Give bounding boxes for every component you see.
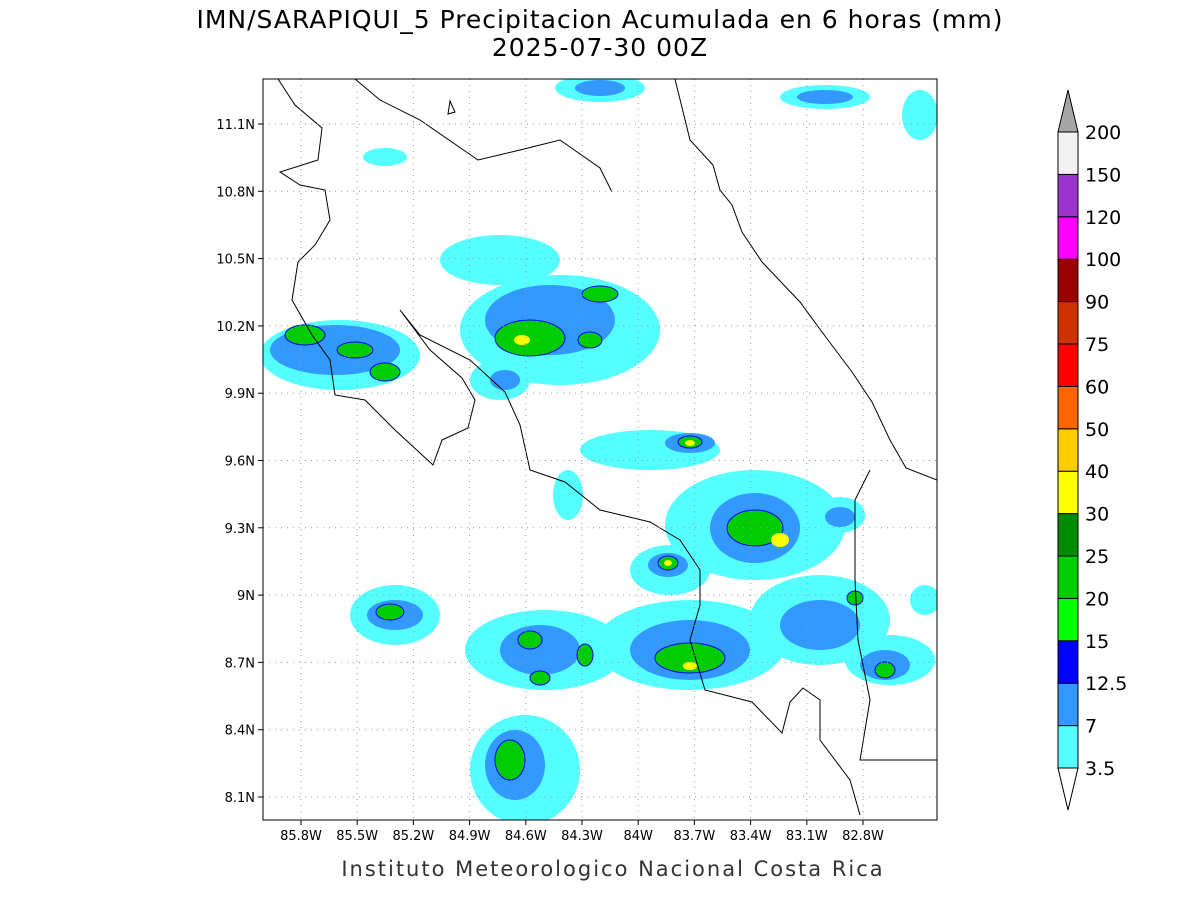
colorbar-label: 3.5 bbox=[1085, 758, 1115, 780]
colorbar-box bbox=[1057, 385, 1079, 430]
colorbar-over bbox=[1057, 89, 1079, 133]
colorbar-label: 150 bbox=[1085, 164, 1121, 186]
lat-tick-label: 9.6N bbox=[225, 455, 255, 470]
lon-tick-label: 84.9W bbox=[449, 829, 491, 844]
colorbar-box bbox=[1057, 555, 1079, 599]
lon-tick-label: 85.2W bbox=[392, 829, 434, 844]
colorbar-label: 25 bbox=[1085, 546, 1109, 568]
lon-tick-label: 85.5W bbox=[336, 829, 378, 844]
colorbar-box bbox=[1057, 682, 1079, 727]
lat-tick-label: 8.7N bbox=[225, 656, 255, 671]
colorbar-label: 20 bbox=[1085, 588, 1109, 610]
colorbar-box bbox=[1057, 301, 1079, 345]
lon-tick-label: 82.8W bbox=[842, 829, 884, 844]
lon-tick-label: 83.1W bbox=[786, 829, 828, 844]
colorbar-under bbox=[1057, 767, 1079, 811]
colorbar-box bbox=[1057, 725, 1079, 769]
title: IMN/SARAPIQUI_5 Precipitacion Acumulada … bbox=[196, 5, 1003, 34]
lon-tick-label: 84.3W bbox=[561, 829, 603, 844]
colorbar-box bbox=[1057, 513, 1079, 557]
colorbar-label: 120 bbox=[1085, 207, 1121, 229]
colorbar: 3.5 7 12.5 15 20 25 30 40 50 60 75 90 100 120 150 200 bbox=[1057, 89, 1127, 811]
colorbar-label: 50 bbox=[1085, 419, 1109, 441]
lon-tick-label: 84.6W bbox=[505, 829, 547, 844]
lat-tick-label: 9.9N bbox=[225, 387, 255, 402]
lat-tick-label: 9.3N bbox=[225, 522, 255, 537]
lat-tick-label: 9N bbox=[237, 589, 255, 604]
colorbar-label: 75 bbox=[1085, 334, 1109, 356]
colorbar-box bbox=[1057, 428, 1079, 472]
colorbar-label: 40 bbox=[1085, 461, 1109, 483]
colorbar-label: 30 bbox=[1085, 504, 1109, 526]
colorbar-label: 60 bbox=[1085, 376, 1109, 398]
colorbar-label: 200 bbox=[1085, 122, 1121, 144]
colorbar-label: 100 bbox=[1085, 249, 1121, 271]
precipitation-field bbox=[263, 79, 937, 820]
colorbar-box bbox=[1057, 258, 1079, 303]
lat-tick-label: 10.8N bbox=[216, 185, 255, 200]
colorbar-label: 12.5 bbox=[1085, 673, 1127, 695]
colorbar-box bbox=[1057, 640, 1079, 684]
footer: Instituto Meteorologico Nacional Costa R… bbox=[341, 857, 884, 881]
colorbar-label: 7 bbox=[1085, 716, 1097, 738]
colorbar-box bbox=[1057, 131, 1079, 175]
map-axes: 85.8W 85.5W 85.2W 84.9W 84.6W 84.3W 84W 83.7W 83… bbox=[216, 79, 937, 844]
colorbar-box bbox=[1057, 470, 1079, 515]
lon-tick-label: 83.4W bbox=[730, 829, 772, 844]
lat-tick-label: 10.5N bbox=[216, 253, 255, 268]
map-frame bbox=[262, 78, 938, 821]
colorbar-label: 90 bbox=[1085, 292, 1109, 314]
colorbar-label: 15 bbox=[1085, 631, 1109, 653]
lon-tick-label: 85.8W bbox=[280, 829, 322, 844]
lon-tick-label: 84W bbox=[623, 829, 653, 844]
coastlines bbox=[277, 79, 937, 816]
colorbar-box bbox=[1057, 216, 1079, 260]
colorbar-box bbox=[1057, 343, 1079, 387]
colorbar-box bbox=[1057, 597, 1079, 642]
lon-tick-label: 83.7W bbox=[673, 829, 715, 844]
lat-tick-label: 8.1N bbox=[225, 791, 255, 806]
lat-tick-label: 11.1N bbox=[216, 118, 255, 133]
lat-tick-label: 10.2N bbox=[216, 320, 255, 335]
lat-tick-label: 8.4N bbox=[225, 724, 255, 739]
subtitle: 2025-07-30 00Z bbox=[492, 33, 708, 62]
colorbar-box bbox=[1057, 173, 1079, 218]
